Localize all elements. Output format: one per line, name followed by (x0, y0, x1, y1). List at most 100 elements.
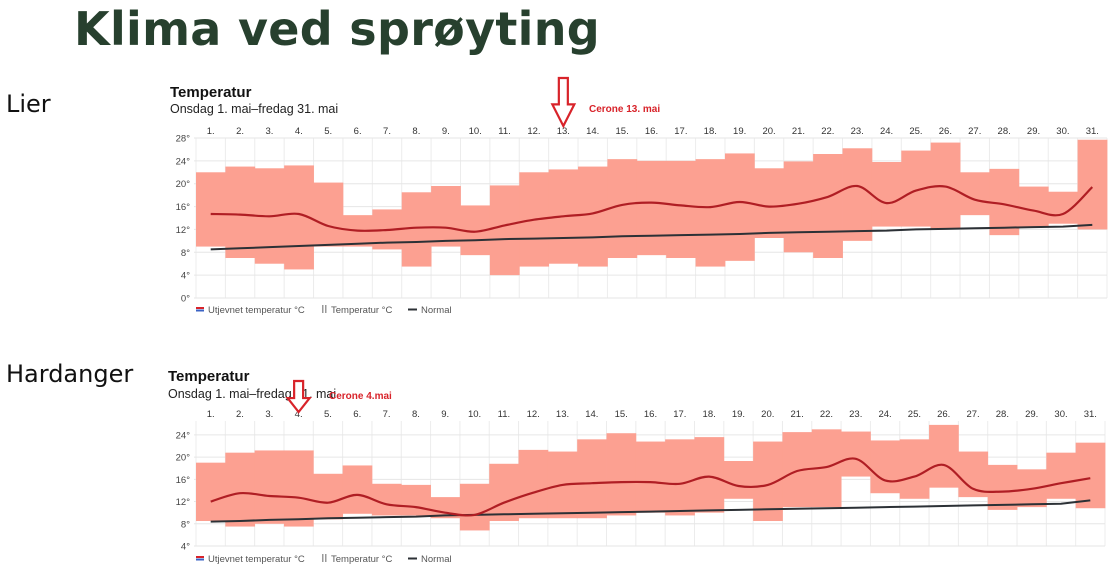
legend-swatch-range-b (325, 305, 327, 313)
legend-swatch-smoothed (196, 307, 204, 309)
chart-legend: Utjevnet temperatur °C Temperatur °C Norma… (196, 305, 452, 316)
day-label: 2. (236, 409, 244, 420)
region-label-hardanger: Hardanger (6, 360, 134, 388)
annotation-label: Cerone 13. mai (589, 104, 660, 115)
temperature-range-bar (578, 166, 608, 267)
day-label: 31. (1084, 409, 1097, 420)
day-label: 4. (295, 126, 303, 137)
legend-swatch-smoothed (196, 556, 204, 558)
day-label: 17. (673, 409, 686, 420)
day-label: 11. (498, 409, 511, 420)
temperature-range-bar (1077, 139, 1108, 230)
day-label: 21. (791, 409, 804, 420)
y-tick-label: 0° (181, 294, 190, 305)
temperature-range-bar (489, 185, 520, 276)
temperature-range-bar (518, 449, 549, 519)
temperature-range-bar (313, 182, 344, 247)
chart-legend: Utjevnet temperatur °C Temperatur °C Norma… (196, 554, 452, 565)
temperature-range-bar (666, 160, 696, 258)
chart-title: Temperatur (168, 368, 250, 385)
temperature-range-bar (960, 172, 990, 216)
smoothed-temperature-line (210, 184, 1094, 233)
temperature-range-bar (606, 433, 637, 516)
day-label: 18. (703, 409, 716, 420)
legend-label-normal: Normal (421, 305, 452, 316)
temperature-range-bar (636, 160, 667, 256)
legend-swatch-range (322, 305, 324, 313)
chart-subtitle: Onsdag 1. mai–fredag 31. mai (170, 102, 338, 116)
temperature-range-bar (1075, 442, 1106, 509)
day-label: 23. (851, 126, 864, 137)
temperature-range-bar (841, 431, 871, 477)
legend-label-range: Temperatur °C (331, 554, 392, 565)
day-label: 20. (762, 126, 775, 137)
legend-swatch-normal (408, 308, 417, 311)
y-tick-label: 12° (176, 225, 191, 236)
day-label: 6. (353, 409, 361, 420)
temperature-range-bar (724, 153, 755, 261)
temperature-range-bar (842, 148, 873, 241)
temperature-range-bar (283, 450, 314, 527)
slide-title: Klima ved sprøyting (74, 2, 601, 56)
day-label: 1. (207, 126, 215, 137)
temperature-range-bar (342, 465, 373, 514)
day-label: 13. (557, 126, 570, 137)
day-label: 7. (383, 409, 391, 420)
normal-line (210, 223, 1093, 251)
temperature-range-bar (695, 159, 726, 267)
y-tick-label: 24° (176, 430, 191, 441)
y-tick-label: 8° (181, 519, 190, 530)
temperature-range-bar (987, 464, 1018, 510)
day-label: 6. (354, 126, 362, 137)
day-label: 13. (556, 409, 569, 420)
annotation-arrow (285, 379, 312, 414)
day-label: 15. (615, 409, 628, 420)
day-label: 25. (908, 409, 921, 420)
temperature-range-bar (813, 154, 843, 258)
y-tick-label: 16° (176, 475, 191, 486)
temperature-range-bar (694, 437, 725, 513)
day-label: 26. (937, 409, 950, 420)
temperature-range-bar (958, 451, 989, 498)
temperature-range-bar (754, 168, 785, 238)
day-label: 16. (645, 126, 658, 137)
temperature-range-bar (489, 463, 519, 521)
temperature-range-bar (929, 424, 959, 488)
day-label: 4. (295, 409, 303, 420)
day-label: 20. (761, 409, 774, 420)
temperature-range-bar (225, 166, 256, 258)
day-label: 22. (820, 409, 833, 420)
y-tick-label: 24° (176, 156, 191, 167)
day-label: 8. (412, 126, 420, 137)
y-tick-label: 4° (181, 542, 190, 553)
day-label: 5. (324, 126, 332, 137)
day-label: 28. (998, 126, 1011, 137)
day-label: 17. (674, 126, 687, 137)
temperature-chart-hardanger: Temperatur Onsdag 1. mai–fredag 31. mai 1.… (168, 368, 1106, 565)
y-tick-label: 20° (176, 179, 191, 190)
day-label: 10. (468, 409, 481, 420)
temperature-range-bar (723, 461, 754, 499)
annotation-arrow (550, 76, 577, 129)
day-label: 23. (849, 409, 862, 420)
annotation-label: Cerone 4.mai (329, 391, 392, 402)
legend-swatch-smoothed-alt (196, 558, 204, 561)
y-tick-label: 12° (176, 497, 191, 508)
legend-swatch-range-b (325, 554, 327, 562)
temperature-range-bar (196, 462, 226, 521)
temperature-range-bar (783, 161, 814, 253)
day-label: 30. (1056, 126, 1069, 137)
day-label: 2. (236, 126, 244, 137)
temperature-range-bar (225, 452, 256, 527)
day-label: 12. (527, 409, 540, 420)
day-label: 12. (527, 126, 540, 137)
day-label: 14. (586, 126, 599, 137)
day-label: 3. (265, 409, 273, 420)
day-label: 19. (732, 409, 745, 420)
y-tick-label: 16° (176, 202, 191, 213)
temperature-range-bar (371, 483, 402, 516)
chart-subtitle: Onsdag 1. mai–fredag 31. mai (168, 387, 336, 401)
temperature-range-bar (401, 484, 431, 516)
temperature-range-bar (1018, 186, 1049, 227)
